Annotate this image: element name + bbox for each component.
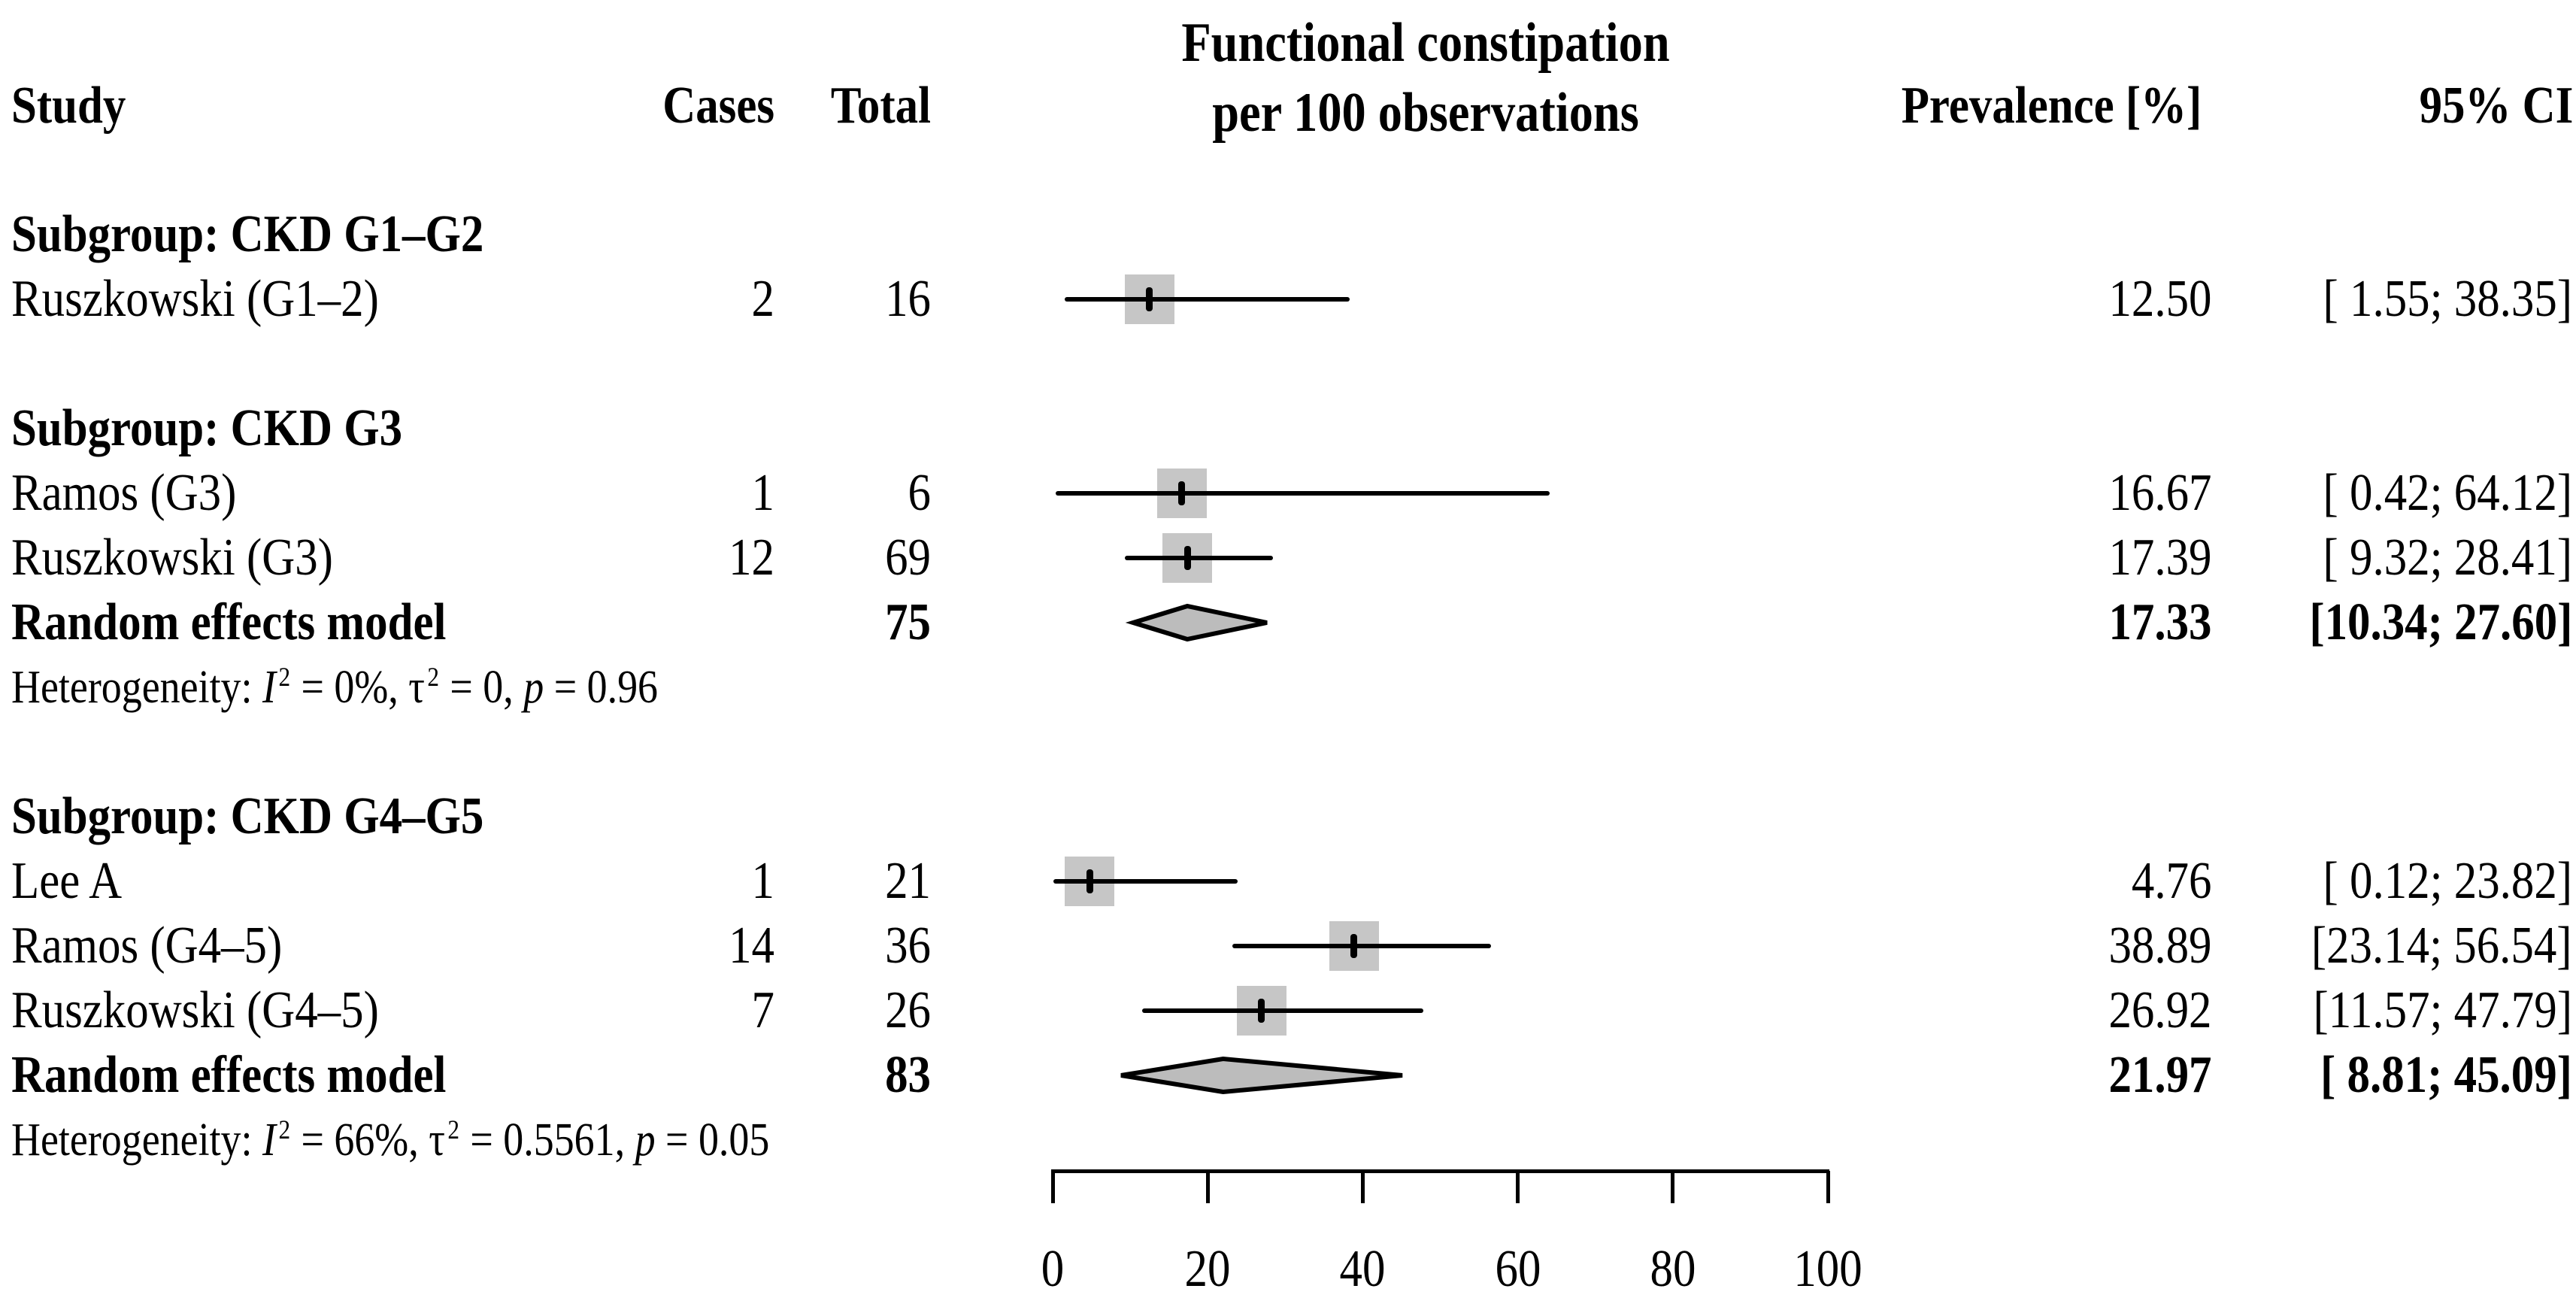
total-value: 83 [885,1046,931,1104]
point-estimate-tick [1183,546,1191,570]
cases-value: 7 [751,981,774,1039]
heterogeneity-segment: = 0, [439,662,524,713]
total-value: 75 [885,593,931,651]
x-axis-tick [1516,1171,1520,1203]
heterogeneity-segment: = 0%, [290,662,409,713]
ci-line [1064,297,1350,302]
plot-title-line2: per 100 observations [1212,82,1639,144]
x-axis-tick [1826,1171,1830,1203]
study-label: Lee A [11,852,123,910]
x-axis-tick-label: 40 [1339,1240,1386,1298]
column-header-cases: Cases [662,77,774,135]
ci-line [1142,1008,1423,1013]
total-value: 6 [908,464,931,522]
study-label: Ramos (G4–5) [11,917,283,975]
x-axis-tick-label: 80 [1650,1240,1696,1298]
cases-value: 1 [751,464,774,522]
heterogeneity-segment: τ [408,662,425,713]
total-value: 21 [885,852,931,910]
point-estimate-tick [1146,287,1153,311]
study-label: Ruszkowski (G3) [11,529,333,587]
x-axis-tick [1360,1171,1365,1203]
prevalence-value: 38.89 [2108,917,2211,975]
column-header-total: Total [830,77,931,135]
heterogeneity-segment: I [262,1114,276,1166]
study-label: Ruszkowski (G4–5) [11,981,379,1039]
heterogeneity-segment: p [523,662,544,713]
x-axis-tick-label: 60 [1495,1240,1541,1298]
heterogeneity-segment: Heterogeneity: [11,1114,262,1166]
summary-label: Random effects model [11,1046,447,1104]
prevalence-value: 4.76 [2131,852,2211,910]
heterogeneity-segment: = 0.96 [544,662,659,713]
prevalence-value: 26.92 [2108,981,2211,1039]
heterogeneity-note: Heterogeneity: I2 = 0%, τ2 = 0, p = 0.96 [11,662,659,713]
study-label: Ruszkowski (G1–2) [11,270,379,328]
prevalence-value: 17.39 [2108,529,2211,587]
summary-label: Random effects model [11,593,447,651]
column-header-study: Study [11,77,126,135]
x-axis-tick [1671,1171,1675,1203]
ci-value: [ 8.81; 45.09] [2320,1046,2572,1104]
x-axis-tick-label: 0 [1041,1240,1065,1298]
total-value: 36 [885,917,931,975]
ci-line [1053,879,1238,884]
heterogeneity-segment: 2 [447,1114,460,1145]
heterogeneity-note: Heterogeneity: I2 = 66%, τ2 = 0.5561, p … [11,1114,770,1166]
cases-value: 12 [729,529,774,587]
prevalence-value: 12.50 [2108,270,2211,328]
ci-line [1125,556,1273,560]
study-label: Ramos (G3) [11,464,237,522]
ci-value: [11.57; 47.79] [2313,981,2572,1039]
heterogeneity-segment: p [635,1114,656,1166]
x-axis-tick-label: 100 [1793,1240,1862,1298]
ci-line [1232,944,1491,948]
x-axis-tick [1050,1171,1055,1203]
subgroup-header: Subgroup: CKD G4–G5 [11,787,484,845]
subgroup-header: Subgroup: CKD G1–G2 [11,205,484,263]
summary-diamond [1120,1056,1403,1095]
heterogeneity-segment: = 0.05 [655,1114,770,1166]
total-value: 16 [885,270,931,328]
heterogeneity-segment: = 0.5561, [459,1114,635,1166]
point-estimate-tick [1086,869,1093,893]
ci-line [1056,491,1550,496]
cases-value: 2 [751,270,774,328]
heterogeneity-segment: Heterogeneity: [11,662,262,713]
ci-value: [10.34; 27.60] [2308,593,2572,651]
cases-value: 14 [729,917,774,975]
ci-value: [ 9.32; 28.41] [2323,529,2572,587]
prevalence-value: 16.67 [2108,464,2211,522]
ci-value: [ 0.42; 64.12] [2323,464,2572,522]
heterogeneity-segment: τ [429,1114,445,1166]
point-estimate-tick [1350,934,1358,958]
ci-value: [23.14; 56.54] [2311,917,2572,975]
heterogeneity-segment: 2 [278,1114,291,1145]
ci-value: [ 1.55; 38.35] [2323,270,2572,328]
heterogeneity-segment: 2 [278,662,291,693]
subgroup-header: Subgroup: CKD G3 [11,399,403,457]
total-value: 69 [885,529,931,587]
cases-value: 1 [751,852,774,910]
prevalence-value: 17.33 [2108,593,2211,651]
x-axis-line [1051,1169,1829,1173]
heterogeneity-segment: I [262,662,276,713]
column-header-prevalence: Prevalence [%] [1901,77,2202,135]
plot-title-line1: Functional constipation [1181,12,1670,74]
total-value: 26 [885,981,931,1039]
point-estimate-tick [1258,999,1265,1023]
column-header-ci: 95% CI [2419,77,2573,135]
heterogeneity-segment: = 66%, [290,1114,429,1166]
x-axis-tick [1205,1171,1210,1203]
prevalence-value: 21.97 [2108,1046,2211,1104]
ci-value: [ 0.12; 23.82] [2323,852,2572,910]
point-estimate-tick [1178,481,1186,505]
summary-diamond [1125,603,1268,642]
x-axis-tick-label: 20 [1184,1240,1231,1298]
heterogeneity-segment: 2 [427,662,440,693]
